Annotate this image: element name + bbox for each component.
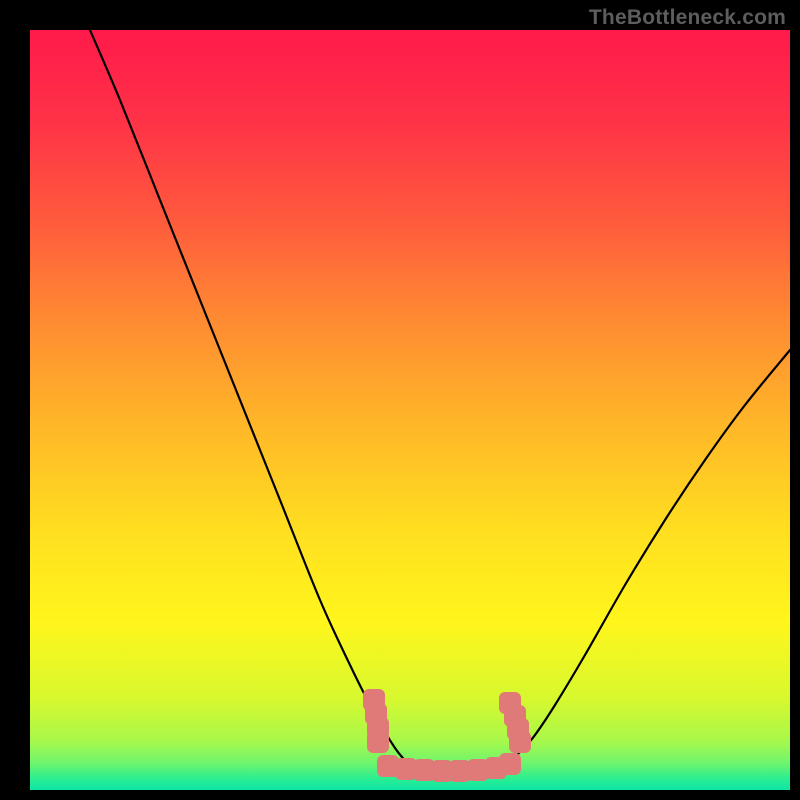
watermark-text: TheBottleneck.com: [589, 6, 786, 30]
marker-left-3: [367, 731, 389, 753]
chart-stage: TheBottleneck.com: [0, 0, 800, 800]
marker-bottom-7: [499, 753, 521, 775]
gradient-background-panel: [30, 30, 790, 790]
marker-right-3: [509, 731, 531, 753]
